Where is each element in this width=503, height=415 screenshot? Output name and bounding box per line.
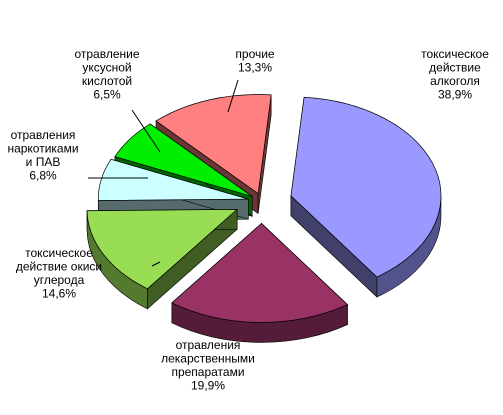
- slice-label-0-line-1: действие: [429, 61, 481, 75]
- slice-label-1-line-3: 19,9%: [191, 379, 225, 393]
- slice-label-4: отравление уксусной кислотой 6,5%: [74, 47, 139, 102]
- slice-label-1-line-2: препаратами: [171, 365, 244, 379]
- slice-label-2-line-2: углерода: [34, 273, 85, 287]
- slice-label-3-line-2: и ПАВ: [26, 155, 61, 169]
- slice-label-2: токсическое действие окиси углерода 14,6%: [16, 246, 102, 301]
- pie-slice-0: [290, 96, 442, 278]
- slice-label-5-line-0: прочие: [235, 47, 275, 61]
- pie-slice-1: [171, 222, 349, 323]
- pie-slice-3: [97, 158, 249, 201]
- pie-slice-5: [155, 94, 272, 195]
- slice-label-0: токсическое действие алкоголя 38,9%: [421, 47, 489, 102]
- label-leader-lines: [88, 79, 239, 267]
- slice-label-1: отравления лекарственными препаратами 19,9%: [161, 338, 255, 393]
- slice-label-0-line-2: алкоголя: [430, 74, 480, 88]
- leader-line-4: [131, 109, 161, 153]
- pie-tops: [86, 94, 442, 323]
- leader-line-5: [227, 79, 239, 113]
- slice-label-4-line-2: кислотой: [82, 74, 132, 88]
- slice-label-2-line-1: действие окиси: [16, 260, 102, 274]
- leader-line-2: [151, 261, 161, 267]
- slice-label-2-line-0: токсическое: [25, 246, 93, 260]
- slice-label-4-line-3: 6,5%: [93, 88, 121, 102]
- slice-label-3: отравления наркотиками и ПАВ 6,8%: [7, 128, 78, 183]
- slice-label-3-line-0: отравления: [11, 128, 76, 142]
- slice-label-4-line-1: уксусной: [82, 61, 131, 75]
- slice-labels: токсическое действие алкоголя 38,9%отравлен…: [7, 47, 489, 393]
- pie-slice-4: [114, 123, 253, 197]
- slice-label-0-line-0: токсическое: [421, 47, 489, 61]
- slice-label-1-line-1: лекарственными: [161, 352, 255, 366]
- slice-label-1-line-0: отравления: [176, 338, 241, 352]
- slice-label-2-line-3: 14,6%: [42, 287, 76, 301]
- slice-label-5-line-1: 13,3%: [238, 61, 272, 75]
- slice-label-4-line-0: отравление: [74, 47, 139, 61]
- slice-label-5: прочие 13,3%: [235, 47, 275, 75]
- slice-label-3-line-3: 6,8%: [29, 169, 57, 183]
- pie-slice-2: [86, 209, 238, 290]
- slice-label-0-line-3: 38,9%: [438, 88, 472, 102]
- slice-label-3-line-1: наркотиками: [7, 142, 78, 156]
